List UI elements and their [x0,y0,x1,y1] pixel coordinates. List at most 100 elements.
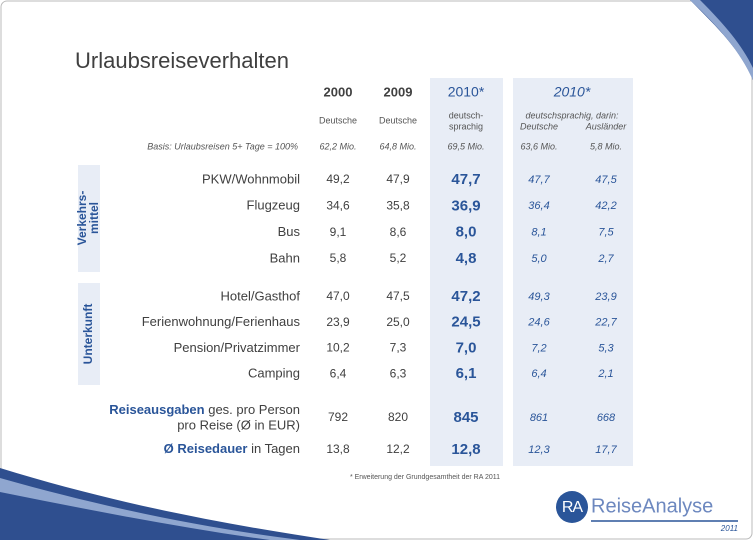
column-year: 2010* [448,84,485,100]
row-label: Ferienwohnung/Ferienhaus [142,314,301,329]
cell: 47,5 [386,289,410,303]
row-label: pro Reise (Ø in EUR) [177,417,300,432]
group-basis: 63,6 Mio. [520,141,557,151]
cell: 9,1 [330,225,347,239]
column-basis: 64,8 Mio. [379,141,416,151]
logo-year: 2011 [720,524,738,533]
cell: 10,2 [326,341,350,355]
group-subcolumn: Ausländer [585,121,628,131]
cell: 24,6 [527,317,550,329]
column-sub: sprachig [449,121,483,131]
cell: 42,2 [595,200,616,212]
basis-label: Basis: Urlaubsreisen 5+ Tage = 100% [147,141,298,151]
group-sub: deutschsprachig, darin: [525,110,619,120]
row-label: Flugzeug [247,198,300,213]
row-label: Hotel/Gasthof [221,288,301,303]
cell: 820 [388,410,408,424]
title: Urlaubsreiseverhalten [75,48,289,73]
section-box [78,165,100,272]
cell: 17,7 [595,444,617,456]
row-label-bold: Reiseausgaben [109,402,204,417]
section-label: mittel [87,202,101,234]
row-label-bold: Ø Reisedauer [164,441,248,456]
cell: 47,7 [528,174,550,186]
row-label-rest: in Tagen [247,441,300,456]
cell: 47,2 [451,288,480,305]
cell: 47,0 [326,289,350,303]
cell: 6,4 [531,368,546,380]
cell: 24,5 [451,314,480,331]
cell: 47,7 [451,171,480,188]
cell: 7,5 [598,227,614,239]
column-basis: 62,2 Mio. [319,141,356,151]
logo: RA ReiseAnalyse 2011 [556,491,738,533]
row-label-rest: ges. pro Person [205,402,300,417]
column-sub: Deutsche [379,115,417,125]
row-label: Ø Reisedauer in Tagen [164,441,300,456]
cell: 25,0 [386,315,410,329]
cell: 4,8 [456,250,477,267]
cell: 845 [453,409,478,426]
section-label: Unterkunft [81,304,95,365]
cell: 6,1 [456,365,477,382]
cell: 12,3 [528,444,550,456]
cell: 7,3 [390,341,407,355]
highlight-group [513,78,633,466]
cell: 8,1 [531,227,546,239]
cell: 5,8 [330,251,347,265]
cell: 7,2 [531,342,546,354]
cell: 8,0 [456,224,477,241]
cell: 47,9 [386,172,410,186]
cell: 6,3 [390,366,407,380]
cell: 23,9 [326,315,350,329]
cell: 7,0 [456,339,477,356]
column-year: 2000 [324,84,353,99]
cell: 792 [328,410,348,424]
cell: 49,3 [528,291,550,303]
cell: 668 [597,412,616,424]
cell: 12,8 [451,441,480,458]
cell: 8,6 [390,225,407,239]
cell: 861 [530,412,548,424]
logo-mark: RA [562,499,584,516]
cell: 35,8 [386,198,410,212]
row-label: Camping [248,366,300,381]
cell: 36,9 [451,197,480,214]
cell: 6,4 [330,366,347,380]
swoosh [0,468,330,540]
cell: 13,8 [326,442,350,456]
group-basis: 5,8 Mio. [590,141,622,151]
column-year: 2009 [384,84,413,99]
column-basis: 69,5 Mio. [447,141,484,151]
cell: 47,5 [595,174,617,186]
section-label: Verkehrs- [75,191,89,246]
row-label: Pension/Privatzimmer [174,340,301,355]
column-sub: deutsch- [449,110,484,120]
group-subcolumn: Deutsche [520,121,558,131]
cell: 36,4 [528,200,549,212]
cell: 5,3 [598,342,614,354]
cell: 12,2 [386,442,410,456]
cell: 2,1 [597,368,613,380]
cell: 49,2 [326,172,350,186]
cell: 22,7 [594,317,617,329]
cell: 2,7 [597,253,614,265]
swoosh [690,0,753,80]
highlight-column [430,78,503,466]
cell: 5,2 [390,251,407,265]
section-box [78,283,100,385]
row-label: Bus [278,224,301,239]
cell: 5,0 [531,253,547,265]
group-year: 2010* [553,84,591,100]
logo-name: ReiseAnalyse [591,495,713,517]
row-label: Bahn [270,250,300,265]
logo-circle [556,491,588,523]
footnote: * Erweiterung der Grundgesamtheit der RA… [350,474,500,481]
row-label: PKW/Wohnmobil [202,171,300,186]
cell: 34,6 [326,198,350,212]
cell: 23,9 [594,291,616,303]
row-label: Reiseausgaben ges. pro Person [109,402,300,417]
column-sub: Deutsche [319,115,357,125]
